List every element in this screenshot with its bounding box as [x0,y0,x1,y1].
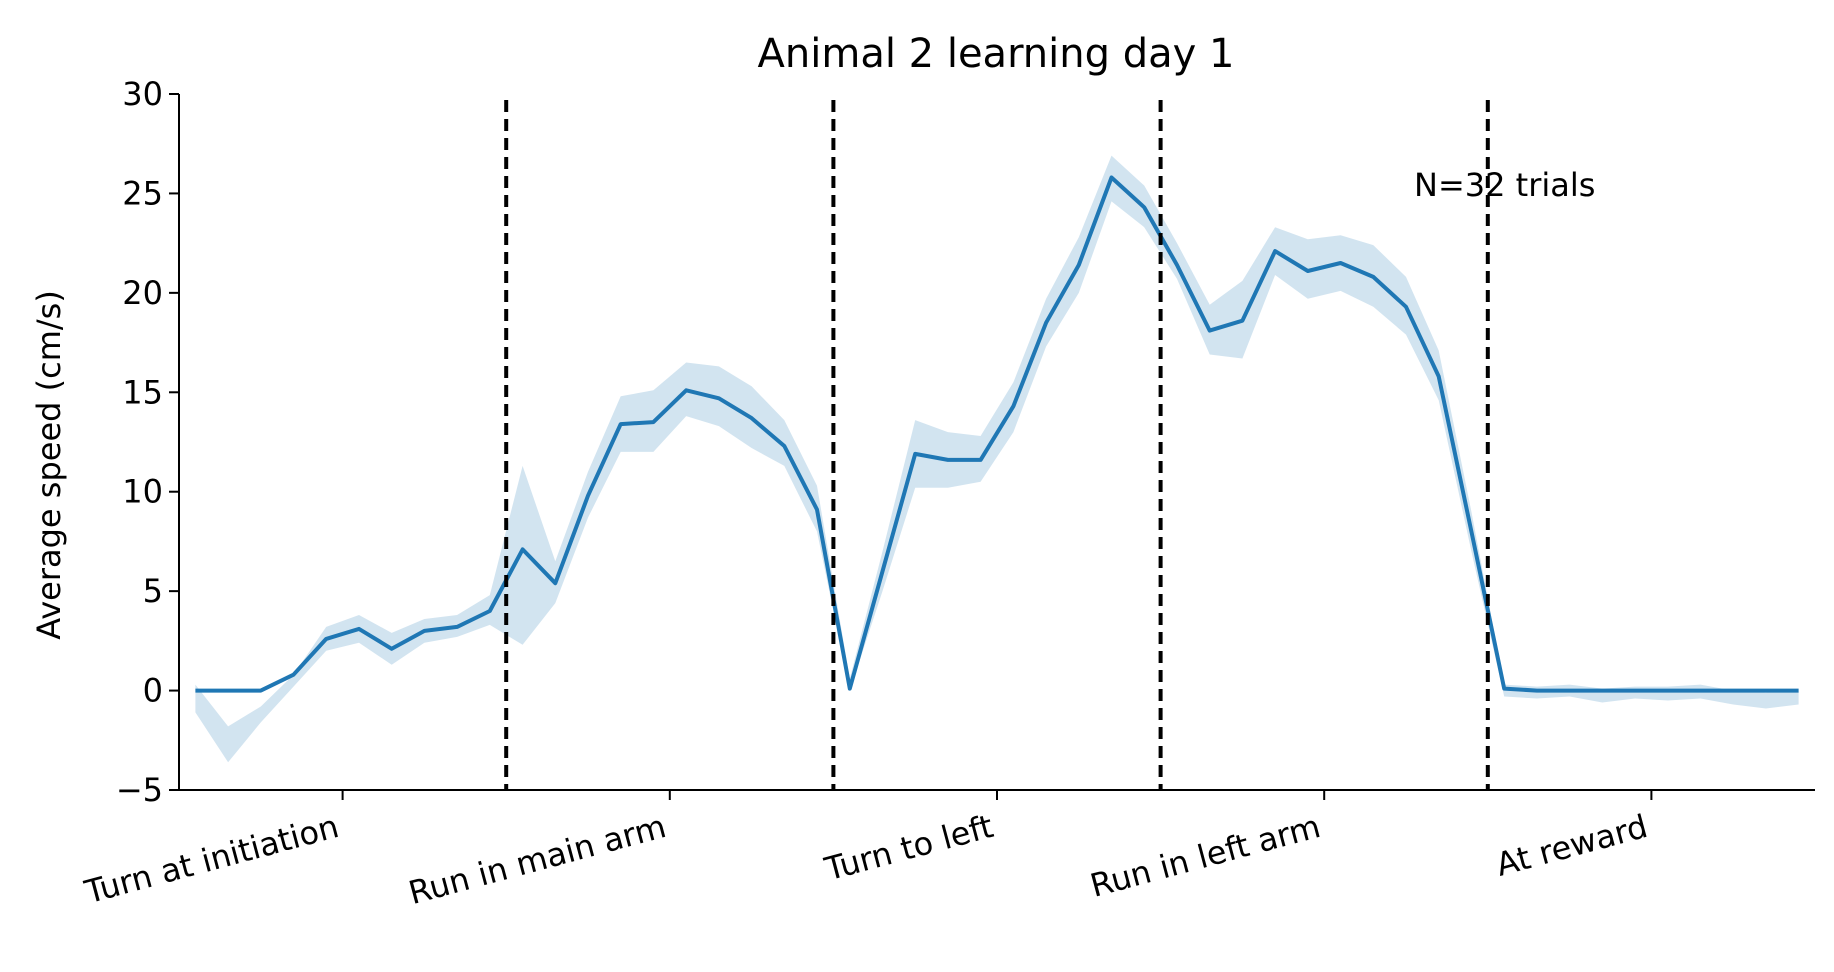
y-tick-label: −5 [116,771,163,809]
x-tick-label: At reward [1492,807,1651,884]
speed-series-line [195,175,1799,693]
y-tick-label: 5 [143,572,163,610]
trials-annotation: N=32 trials [1414,166,1595,204]
y-tick-label: 30 [122,75,163,113]
y-tick-label: 10 [122,473,163,511]
confidence-band [195,155,1799,763]
y-axis-label: Average speed (cm/s) [30,290,68,640]
y-tick-label: 25 [122,174,163,212]
x-tick-label: Run in main arm [405,807,670,912]
x-tick-label: Turn to left [820,807,997,889]
x-tick-label: Run in left arm [1086,807,1324,905]
chart-title: Animal 2 learning day 1 [758,31,1235,77]
x-tick-label: Turn at initiation [80,807,343,911]
y-tick-label: 15 [122,373,163,411]
y-tick-label: 0 [143,672,163,710]
y-tick-label: 20 [122,274,163,312]
